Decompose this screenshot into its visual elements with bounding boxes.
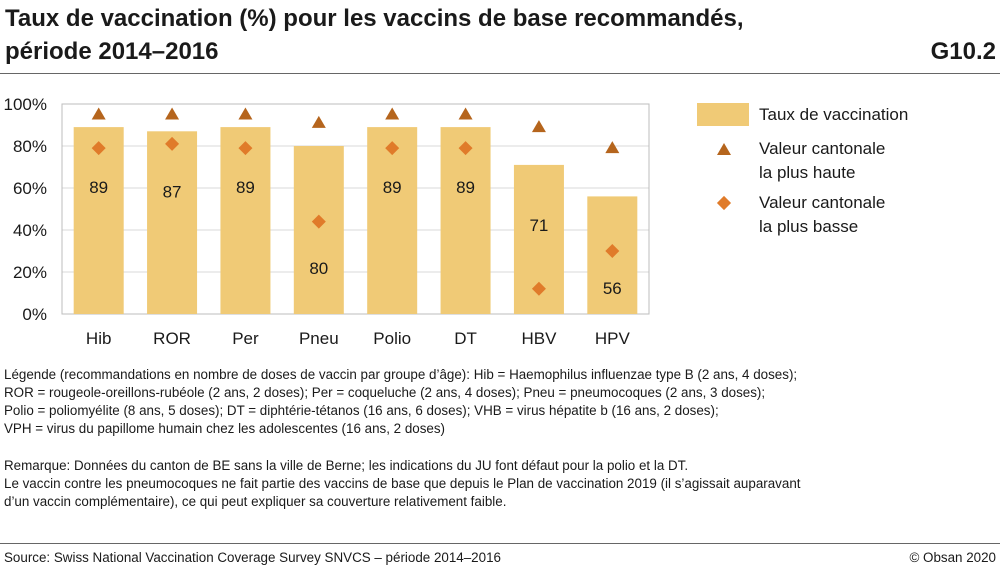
high-marker [238, 107, 253, 120]
plot-frame [61, 103, 650, 315]
notes-line-4: VPH = virus du papillome humain chez les… [4, 421, 446, 436]
remark-line-2: Le vaccin contre les pneumocoques ne fai… [4, 476, 801, 491]
x-tick-label: DT [454, 329, 477, 348]
data-label: 71 [529, 216, 548, 235]
low-marker [91, 141, 106, 156]
y-tick-label: 60% [13, 179, 47, 198]
x-tick-label: Pneu [299, 329, 339, 348]
x-tick-label: Polio [373, 329, 411, 348]
high-marker [385, 107, 400, 120]
y-tick-label: 20% [13, 263, 47, 282]
source: Source: Swiss National Vaccination Cover… [4, 550, 501, 565]
high-marker [91, 107, 106, 120]
low-marker [531, 281, 546, 296]
bar-per [220, 127, 271, 314]
low-marker [311, 214, 326, 229]
bar-polio [367, 127, 418, 314]
x-tick-label: HPV [595, 329, 631, 348]
legend-bar-swatch [697, 103, 749, 126]
data-label: 56 [603, 279, 622, 298]
diamond-icon [716, 195, 732, 211]
legend-low-line1: Valeur cantonale [759, 193, 886, 212]
low-marker [605, 244, 620, 258]
remark-line-1: Remarque: Données du canton de BE sans l… [4, 458, 689, 473]
data-label: 89 [89, 178, 108, 197]
bar-pneu [293, 146, 344, 314]
title-line-1: Taux de vaccination (%) pour les vaccins… [5, 5, 744, 32]
data-label: 87 [163, 182, 182, 201]
high-marker [458, 107, 473, 120]
y-tick-label: 0% [22, 305, 47, 324]
low-marker [165, 136, 180, 151]
high-marker [165, 107, 180, 120]
low-marker [238, 141, 253, 156]
bar-ror [147, 131, 198, 314]
title-line-2: période 2014–2016 [5, 38, 219, 65]
figure-id: G10.2 [930, 38, 996, 65]
y-tick-label: 40% [13, 221, 47, 240]
high-marker [531, 120, 546, 133]
y-tick-label: 80% [13, 137, 47, 156]
triangle-icon [717, 143, 731, 155]
x-tick-label: HBV [521, 329, 557, 348]
x-tick-label: ROR [153, 329, 191, 348]
low-marker [458, 141, 473, 156]
notes-line-1: Légende (recommandations en nombre de do… [4, 367, 798, 382]
x-tick-label: Per [232, 329, 259, 348]
data-label: 89 [383, 178, 402, 197]
data-label: 80 [309, 259, 328, 278]
chart-title: Taux de vaccination (%) pour les vaccins… [5, 2, 905, 68]
copyright: © Obsan 2020 [909, 550, 996, 565]
bar-chart: 0% 20% 40% 60% 80% 100% 89 Hib 87 ROR 89 Per 80 Pneu 8… [4, 95, 650, 348]
notes-line-3: Polio = poliomyélite (8 ans, 5 doses); D… [4, 403, 719, 418]
title-rule [0, 73, 1000, 74]
high-marker [311, 115, 326, 128]
y-tick-label: 100% [4, 95, 47, 114]
legend-bar-label: Taux de vaccination [759, 105, 909, 124]
remark: Remarque: Données du canton de BE sans l… [4, 457, 994, 511]
legend-high-line2: la plus haute [759, 163, 856, 182]
bar-hib [73, 127, 124, 314]
x-tick-label: Hib [86, 329, 112, 348]
high-marker [605, 141, 620, 154]
remark-line-3: d’un vaccin complémentaire), ce qui peut… [4, 494, 507, 509]
low-marker [385, 141, 400, 156]
legend-low-line2: la plus basse [759, 217, 859, 236]
footer-rule [0, 543, 1000, 544]
data-label: 89 [236, 178, 255, 197]
legend-notes: Légende (recommandations en nombre de do… [4, 366, 994, 438]
data-label: 89 [456, 178, 475, 197]
notes-line-2: ROR = rougeole-oreillons-rubéole (2 ans,… [4, 385, 766, 400]
legend-high-line1: Valeur cantonale [759, 139, 886, 158]
bar-dt [440, 127, 491, 314]
